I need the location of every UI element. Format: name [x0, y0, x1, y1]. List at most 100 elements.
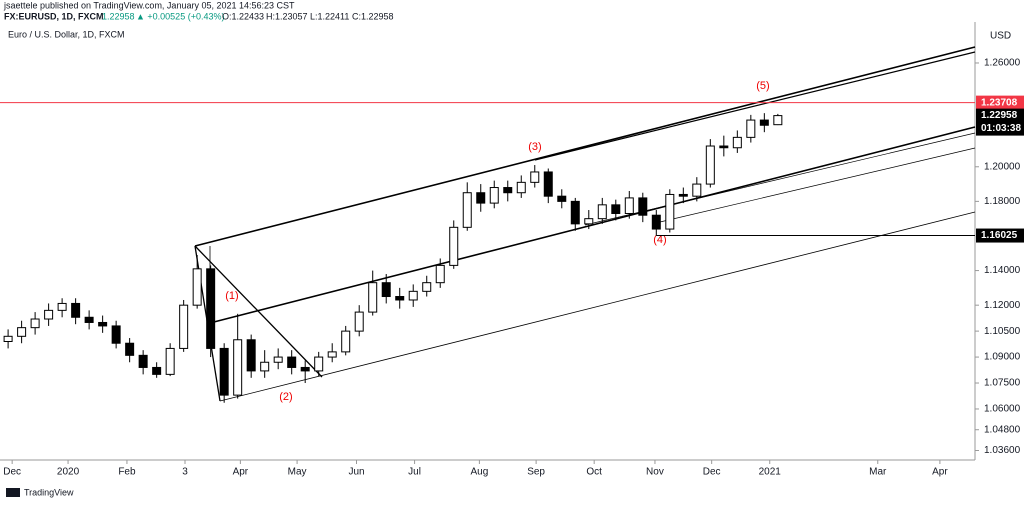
- y-tick-label: 1.14000: [984, 265, 1021, 276]
- x-tick-label: Apr: [932, 467, 948, 478]
- y-tick-label: 1.03600: [984, 445, 1021, 456]
- trendline: [219, 211, 976, 402]
- candle-body: [368, 282, 378, 313]
- y-tick-label: 1.09000: [984, 352, 1021, 363]
- y-tick-label: 1.07500: [984, 378, 1021, 389]
- x-tick-label: 2020: [57, 467, 80, 478]
- candle-body: [476, 192, 486, 204]
- x-tick-label: May: [288, 467, 307, 478]
- candle-body: [219, 347, 229, 396]
- candle-body: [678, 193, 688, 197]
- candle-body: [44, 309, 54, 320]
- trendline: [534, 51, 976, 161]
- candle-body: [354, 311, 364, 332]
- y-tick-label: 1.26000: [984, 58, 1021, 69]
- y-tick-label: 1.04800: [984, 424, 1021, 435]
- x-tick-label: Dec: [3, 467, 21, 478]
- candle-body: [30, 318, 40, 329]
- countdown: 01:03:38: [981, 123, 1021, 134]
- candle-body: [287, 356, 297, 368]
- trendlines: [194, 46, 976, 402]
- logo: [6, 488, 20, 497]
- candle-body: [719, 145, 729, 149]
- wave-label: (5): [756, 80, 769, 92]
- footer: TradingView: [24, 487, 74, 497]
- x-tick-label: Jul: [408, 467, 421, 478]
- candle-body: [327, 351, 337, 358]
- candle-body: [530, 171, 540, 183]
- candle-body: [584, 218, 594, 225]
- candle-body: [449, 226, 459, 266]
- y-tick-label: 1.12000: [984, 300, 1021, 311]
- candle-body: [381, 282, 391, 298]
- trendline: [194, 46, 976, 247]
- x-tick-label: Nov: [646, 467, 664, 478]
- symbol: FX:EURUSD, 1D, FXCM: [4, 11, 104, 21]
- trendline: [194, 245, 323, 378]
- candle-body: [462, 192, 472, 228]
- x-tick-label: Mar: [869, 467, 887, 478]
- candle-body: [179, 304, 189, 349]
- candle-body: [273, 356, 283, 363]
- x-tick-label: Dec: [703, 467, 721, 478]
- candle-body: [138, 354, 148, 368]
- wave-label: (1): [225, 290, 238, 302]
- y-tick-label: 1.20000: [984, 161, 1021, 172]
- candle-body: [395, 296, 405, 301]
- candle-body: [503, 187, 513, 194]
- candle-body: [165, 347, 175, 375]
- price-label: 1.23708: [981, 97, 1018, 108]
- trendline: [209, 126, 976, 324]
- candle-body: [125, 342, 135, 356]
- candle-body: [111, 325, 121, 344]
- candle-body: [638, 197, 648, 216]
- candle-body: [624, 197, 634, 214]
- price-label-box: [976, 95, 1024, 110]
- candle-body: [341, 330, 351, 353]
- candle-body: [611, 204, 621, 214]
- x-tick-label: Apr: [233, 467, 249, 478]
- last-price: 1.22958: [102, 11, 135, 21]
- candle-body: [246, 339, 256, 372]
- wave-label: (2): [279, 391, 292, 403]
- ohlc-close: C:1.22958: [352, 11, 394, 21]
- trendline: [584, 132, 976, 226]
- candle-body: [489, 187, 499, 204]
- candle-body: [773, 115, 783, 126]
- y-tick-label: 1.18000: [984, 196, 1021, 207]
- candle-body: [84, 316, 94, 323]
- wave-label: (3): [528, 141, 541, 153]
- y-tick-label: 1.06000: [984, 404, 1021, 415]
- chart-title: Euro / U.S. Dollar, 1D, FXCM: [8, 29, 125, 39]
- candle-body: [665, 193, 675, 230]
- ohlc-high: H:1.23057: [266, 11, 308, 21]
- candle-body: [206, 268, 216, 349]
- candle-body: [300, 366, 310, 372]
- candle-body: [651, 214, 661, 230]
- candle-body: [3, 335, 13, 342]
- candle-body: [192, 268, 202, 306]
- candle-body: [260, 361, 270, 372]
- trendline: [659, 147, 976, 223]
- x-tick-label: Jun: [348, 467, 364, 478]
- y-tick-label: 1.10500: [984, 326, 1021, 337]
- candle-body: [435, 264, 445, 284]
- byline: jsaettele published on TradingView.com, …: [3, 0, 295, 10]
- change: ▲ +0.00525 (+0.43%): [136, 11, 224, 21]
- candle-body: [543, 171, 553, 197]
- price-label-box: [976, 228, 1024, 243]
- x-tick-label: 3: [182, 467, 188, 478]
- last-price-box: [976, 108, 1024, 136]
- x-tick-label: Feb: [118, 467, 136, 478]
- price-label: 1.16025: [981, 230, 1018, 241]
- candle-body: [152, 366, 162, 375]
- candle-body: [597, 204, 607, 220]
- last-price-label: 1.22958: [981, 110, 1018, 121]
- candle-body: [57, 302, 67, 311]
- candle-body: [746, 119, 756, 138]
- candle-body: [557, 195, 567, 202]
- candle-body: [98, 321, 108, 327]
- wave-label: (4): [653, 234, 666, 246]
- candle-body: [732, 136, 742, 149]
